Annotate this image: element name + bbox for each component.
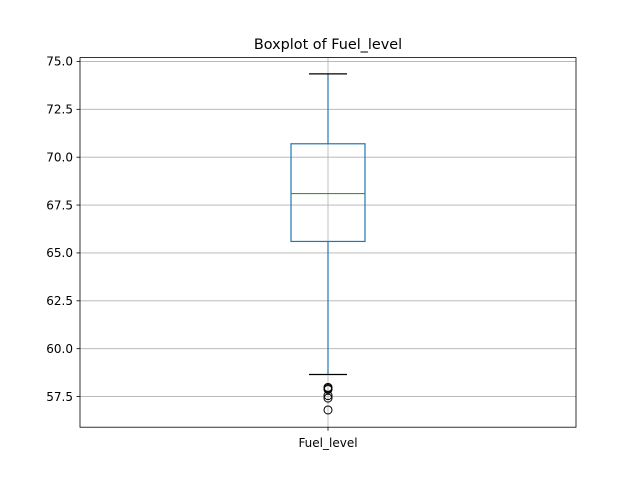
box-layer	[290, 73, 366, 415]
y-tick-label: 57.5	[46, 390, 73, 404]
x-tick-label: Fuel_level	[298, 436, 357, 450]
tick-layer: 57.5 60.0 62.5 65.0 67.5 70.0 72.5 75.0 Fuel_lev…	[46, 55, 357, 450]
y-tick-label: 67.5	[46, 198, 73, 212]
outlier-point	[323, 393, 333, 403]
y-tick-label: 72.5	[46, 103, 73, 117]
y-tick-label: 65.0	[46, 246, 73, 260]
outlier-point	[323, 391, 333, 401]
iqr-box	[290, 143, 366, 243]
y-tick-label: 62.5	[46, 294, 73, 308]
outlier-point	[323, 384, 333, 394]
y-tick-label: 75.0	[46, 55, 73, 69]
y-tick-label: 60.0	[46, 342, 73, 356]
chart-title: Boxplot of Fuel_level	[254, 37, 402, 53]
outlier-point	[323, 405, 333, 415]
y-tick-label: 70.0	[46, 150, 73, 164]
